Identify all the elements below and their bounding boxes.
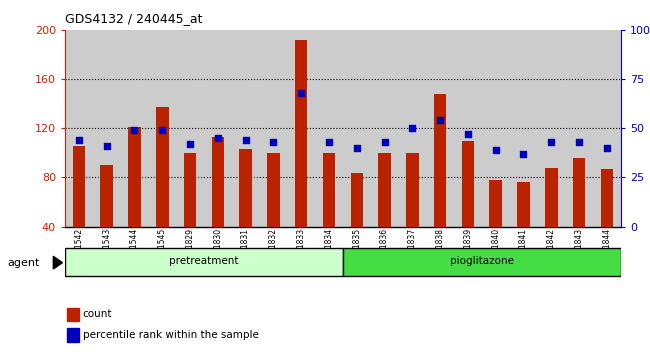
Bar [343,30,370,227]
Bar [350,172,363,227]
Point [268,139,279,145]
Bar [398,30,426,227]
Bar [434,94,447,227]
Bar [184,153,196,227]
Bar [538,30,566,227]
Bar [73,145,85,227]
Bar [204,30,231,227]
Text: GDS4132 / 240445_at: GDS4132 / 240445_at [65,12,203,25]
Bar [212,137,224,227]
Bar [601,169,613,227]
Bar [232,30,259,227]
Bar [406,153,419,227]
Bar [565,30,593,227]
Bar [517,182,530,227]
Bar [101,165,113,227]
Bar [93,30,120,227]
Bar [489,180,502,227]
FancyBboxPatch shape [65,248,343,276]
Point [491,147,501,153]
Point [352,145,362,151]
Text: percentile rank within the sample: percentile rank within the sample [83,330,259,339]
Point [185,141,195,147]
Point [240,137,251,143]
Point [574,139,584,145]
Bar [156,108,168,227]
Bar [370,30,398,227]
Bar [287,30,315,227]
Point [407,125,417,131]
Point [602,145,612,151]
Text: count: count [83,309,112,319]
Point [213,135,223,141]
Point [129,127,140,133]
Point [157,127,168,133]
Bar [176,30,204,227]
Bar [426,30,454,227]
Bar [510,30,538,227]
Bar [593,30,621,227]
Bar [295,40,307,227]
Bar [315,30,343,227]
Point [101,143,112,149]
Point [73,137,84,143]
Bar [267,153,280,227]
Bar [378,153,391,227]
Point [324,139,334,145]
Bar [65,30,93,227]
Point [518,151,528,157]
Bar [128,127,140,227]
Bar [573,158,585,227]
Bar [545,167,558,227]
Bar [259,30,287,227]
Bar [462,141,474,227]
Text: agent: agent [8,258,40,268]
Point [435,118,445,123]
Bar [454,30,482,227]
Bar [323,153,335,227]
FancyBboxPatch shape [343,248,621,276]
Bar [239,149,252,227]
Bar [482,30,510,227]
Point [380,139,390,145]
Text: pretreatment: pretreatment [169,256,239,266]
Point [296,90,306,96]
Bar [121,30,148,227]
Bar [148,30,176,227]
Point [546,139,556,145]
Text: pioglitazone: pioglitazone [450,256,514,266]
Point [463,131,473,137]
